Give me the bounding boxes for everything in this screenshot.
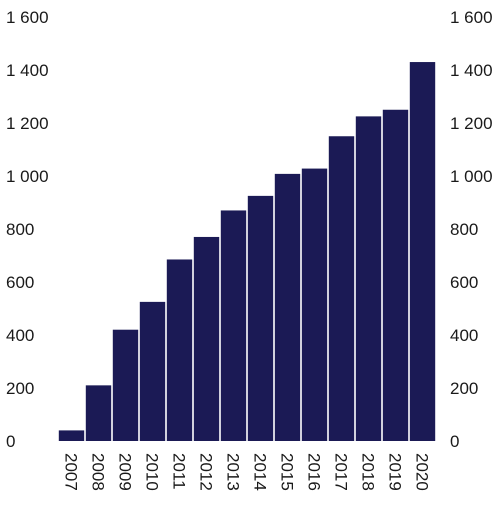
x-tick-label: 2019 bbox=[386, 453, 405, 491]
x-tick-label: 2015 bbox=[278, 453, 297, 491]
bar-2018 bbox=[355, 116, 382, 441]
y-tick-label-right: 600 bbox=[450, 273, 478, 292]
y-tick-label-right: 400 bbox=[450, 326, 478, 345]
x-tick-label: 2010 bbox=[143, 453, 162, 491]
y-tick-label-left: 0 bbox=[6, 432, 15, 451]
y-tick-label-right: 0 bbox=[450, 432, 459, 451]
y-tick-label-left: 800 bbox=[6, 220, 34, 239]
bar-2014 bbox=[247, 195, 274, 441]
x-tick-label: 2011 bbox=[170, 453, 189, 490]
y-tick-label-left: 1 200 bbox=[6, 114, 49, 133]
x-tick-label: 2009 bbox=[116, 453, 135, 491]
x-tick-label: 2014 bbox=[251, 453, 270, 491]
bar-2015 bbox=[274, 173, 301, 441]
y-axis-right: 0 200 400 600 800 1 000 1 200 1 400 1 600 bbox=[450, 8, 493, 451]
bar-2019 bbox=[382, 109, 409, 441]
x-tick-label: 2007 bbox=[62, 453, 81, 491]
bar-2020 bbox=[409, 62, 436, 442]
x-tick-label: 2020 bbox=[413, 453, 432, 491]
y-tick-label-right: 1 000 bbox=[450, 167, 493, 186]
y-tick-label-left: 1 600 bbox=[6, 8, 49, 27]
y-tick-label-left: 600 bbox=[6, 273, 34, 292]
x-tick-label: 2013 bbox=[224, 453, 243, 491]
x-tick-label: 2012 bbox=[197, 453, 216, 491]
bar-2009 bbox=[112, 329, 139, 441]
x-tick-label: 2017 bbox=[332, 453, 351, 491]
bar-2008 bbox=[85, 385, 112, 441]
bar-2007 bbox=[58, 430, 85, 441]
bar-2010 bbox=[139, 301, 166, 441]
bar-2011 bbox=[166, 259, 193, 441]
y-tick-label-right: 200 bbox=[450, 379, 478, 398]
bar-2013 bbox=[220, 210, 247, 441]
y-tick-label-right: 1 200 bbox=[450, 114, 493, 133]
y-tick-label-left: 1 400 bbox=[6, 61, 49, 80]
x-tick-label: 2018 bbox=[359, 453, 378, 491]
bar-series bbox=[58, 62, 436, 442]
y-tick-label-right: 800 bbox=[450, 220, 478, 239]
y-tick-label-left: 1 000 bbox=[6, 167, 49, 186]
y-tick-label-left: 200 bbox=[6, 379, 34, 398]
y-tick-label-right: 1 600 bbox=[450, 8, 493, 27]
y-tick-label-left: 400 bbox=[6, 326, 34, 345]
y-axis-left: 0 200 400 600 800 1 000 1 200 1 400 1 600 bbox=[6, 8, 49, 451]
x-tick-label: 2008 bbox=[89, 453, 108, 491]
y-tick-label-right: 1 400 bbox=[450, 61, 493, 80]
x-axis: 2007 2008 2009 2010 2011 2012 2013 2014 2015 2016… bbox=[62, 453, 432, 491]
x-tick-label: 2016 bbox=[305, 453, 324, 491]
bar-2017 bbox=[328, 136, 355, 441]
bar-2012 bbox=[193, 236, 220, 441]
bar-2016 bbox=[301, 168, 328, 441]
